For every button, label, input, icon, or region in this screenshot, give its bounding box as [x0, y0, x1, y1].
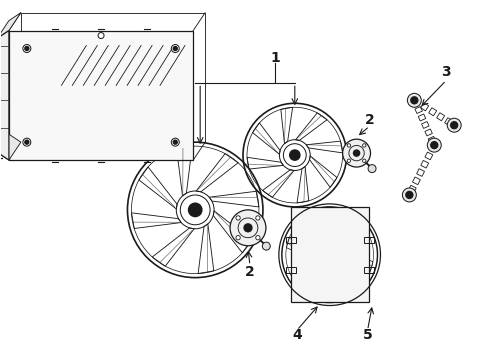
Circle shape — [363, 144, 366, 147]
Circle shape — [353, 150, 360, 156]
Circle shape — [236, 235, 240, 240]
Circle shape — [290, 150, 300, 160]
Circle shape — [447, 118, 461, 132]
Circle shape — [172, 138, 179, 146]
Circle shape — [347, 144, 350, 147]
Text: 4: 4 — [292, 328, 302, 342]
Circle shape — [236, 216, 240, 220]
Circle shape — [427, 138, 441, 152]
Circle shape — [325, 250, 334, 260]
Circle shape — [25, 140, 29, 144]
Circle shape — [368, 165, 376, 172]
Circle shape — [23, 45, 31, 53]
Circle shape — [173, 46, 177, 50]
Bar — [364, 267, 373, 273]
Circle shape — [407, 93, 421, 107]
Circle shape — [256, 216, 260, 220]
Circle shape — [230, 210, 266, 246]
Circle shape — [343, 139, 370, 167]
Polygon shape — [9, 31, 193, 160]
Circle shape — [347, 159, 350, 162]
Circle shape — [262, 242, 270, 250]
Bar — [364, 237, 373, 243]
Text: 2: 2 — [365, 113, 374, 127]
Circle shape — [25, 46, 29, 50]
Circle shape — [363, 159, 366, 162]
Circle shape — [431, 141, 438, 149]
Circle shape — [256, 235, 260, 240]
Bar — [286, 267, 296, 273]
Circle shape — [406, 192, 413, 198]
Circle shape — [172, 45, 179, 53]
Polygon shape — [0, 31, 9, 160]
Circle shape — [173, 140, 177, 144]
Circle shape — [189, 203, 202, 217]
Polygon shape — [0, 13, 21, 39]
Bar — [286, 237, 296, 243]
Circle shape — [411, 97, 418, 104]
Text: 5: 5 — [363, 328, 372, 342]
Bar — [291, 207, 368, 302]
Text: 3: 3 — [441, 66, 451, 80]
Polygon shape — [0, 134, 21, 160]
Circle shape — [244, 224, 252, 232]
Circle shape — [402, 188, 416, 202]
Circle shape — [451, 122, 458, 129]
Circle shape — [98, 32, 104, 39]
Circle shape — [23, 138, 31, 146]
Text: 1: 1 — [270, 51, 280, 66]
Text: 2: 2 — [245, 265, 255, 279]
